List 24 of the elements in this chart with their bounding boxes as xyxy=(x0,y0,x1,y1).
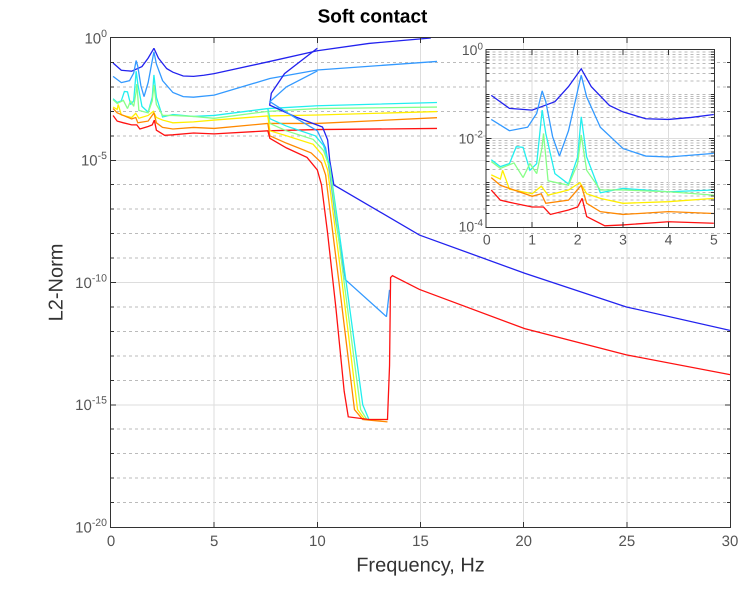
y-tick-label: 10$^{0}$ xyxy=(462,41,484,58)
x-tick-label: 4 xyxy=(664,232,673,248)
x-tick-label: 2 xyxy=(574,232,582,248)
x-tick-label: 5 xyxy=(710,232,718,248)
x-tick-label: 0 xyxy=(106,533,116,550)
chart-title: Soft contact xyxy=(318,6,428,28)
y-tick-label: 10$^{-4}$ xyxy=(458,218,484,235)
y-tick-label: 10$^{-20}$ xyxy=(75,516,108,536)
x-tick-label: 1 xyxy=(528,232,536,248)
x-axis-title: Frequency, Hz xyxy=(356,554,485,576)
y-tick-label: 10$^{-2}$ xyxy=(458,130,483,146)
x-tick-label: 15 xyxy=(412,533,429,550)
x-tick-label: 5 xyxy=(210,533,218,550)
x-tick-label: 0 xyxy=(482,232,491,248)
x-tick-label: 10 xyxy=(308,533,326,550)
y-tick-label: 10$^{-15}$ xyxy=(75,394,108,414)
x-tick-label: 30 xyxy=(722,533,738,550)
x-tick-label: 3 xyxy=(619,232,628,248)
y-tick-label: 10$^{-5}$ xyxy=(80,150,108,170)
x-tick-label: 20 xyxy=(515,533,532,550)
y-axis-title: L2-Norm xyxy=(46,244,68,322)
y-tick-label: 10$^{-10}$ xyxy=(75,272,108,292)
x-tick-label: 25 xyxy=(618,533,636,550)
y-tick-label: 10$^{0}$ xyxy=(84,28,108,48)
